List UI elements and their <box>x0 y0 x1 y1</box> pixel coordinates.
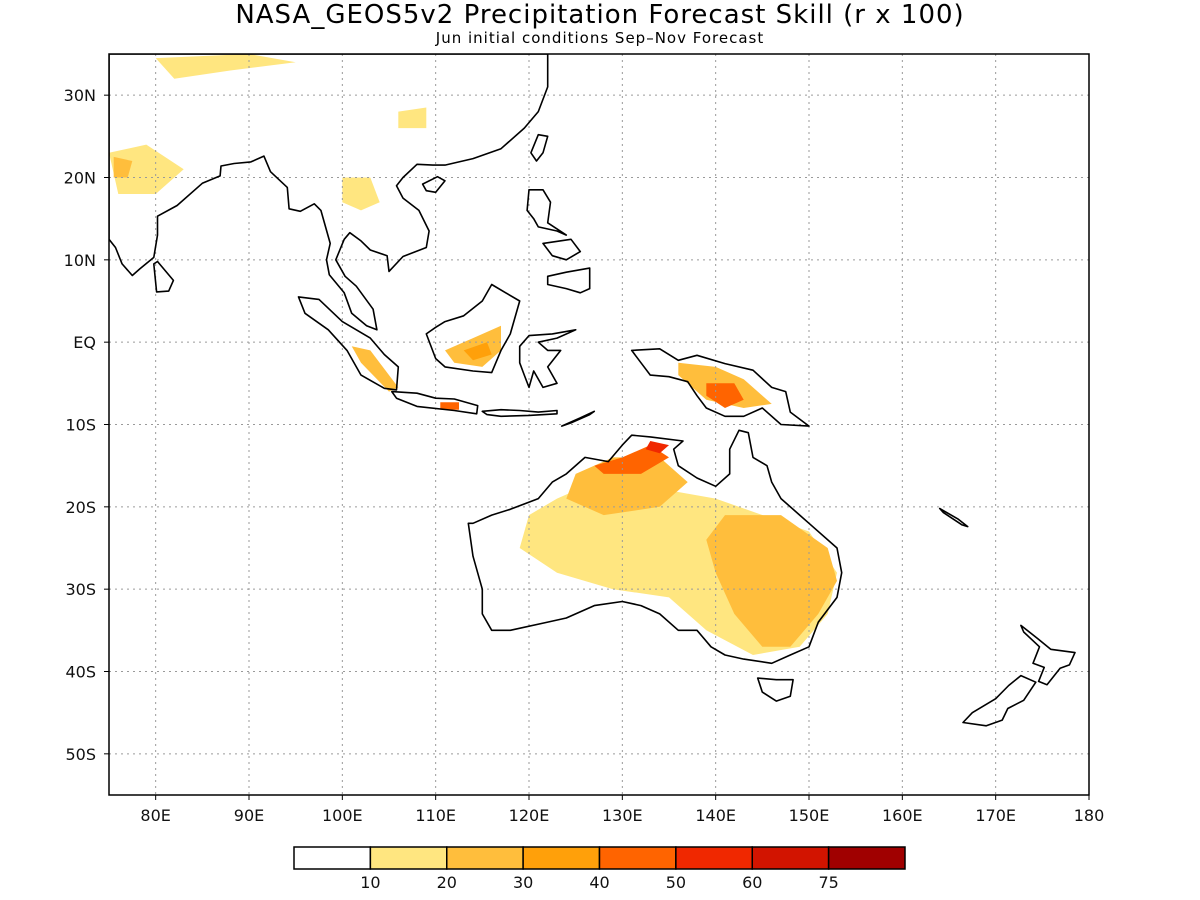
coastline-8 <box>481 408 558 418</box>
x-tick-label: 100E <box>322 806 363 825</box>
colorbar-bin-3 <box>522 846 601 870</box>
coastline-1 <box>756 677 794 702</box>
coastline-15 <box>1020 624 1076 686</box>
colorbar-label: 40 <box>589 873 609 892</box>
x-axis-ticks: 80E 90E 100E 110E 120E 130E 140E 150E 160E 170E 18… <box>140 795 1104 825</box>
coastline-3 <box>425 283 521 374</box>
y-tick-label: 10N <box>64 251 96 270</box>
skill-region-14 <box>155 54 296 79</box>
coastline-14 <box>153 260 175 293</box>
skill-region-1 <box>706 515 837 647</box>
coastline-9 <box>526 189 568 236</box>
skill-region-7 <box>351 346 399 392</box>
colorbar-label: 20 <box>437 873 457 892</box>
colorbar-bin-7 <box>827 846 906 870</box>
coastline-2 <box>630 347 810 427</box>
gridlines <box>109 54 1089 795</box>
skill-region-5 <box>445 325 501 367</box>
coastlines <box>109 54 1076 727</box>
skill-region-6 <box>463 342 492 361</box>
colorbar-bin-4 <box>598 846 677 870</box>
coastline-11 <box>542 238 582 261</box>
y-tick-label: 10S <box>65 416 96 435</box>
y-tick-label: EQ <box>73 333 96 352</box>
x-tick-label: 160E <box>882 806 923 825</box>
skill-region-15 <box>398 107 427 129</box>
coastline-18 <box>109 54 549 331</box>
colorbar-label: 10 <box>360 873 380 892</box>
x-tick-label: 130E <box>602 806 643 825</box>
coastline-13 <box>421 175 446 194</box>
colorbar-label: 50 <box>666 873 686 892</box>
colorbar-bin-5 <box>675 846 753 870</box>
y-axis-ticks: 30N 20N 10N EQ 10S 20S 30S 40S 50S <box>64 86 109 764</box>
colorbar-label: 60 <box>742 873 762 892</box>
colorbar-bin-0 <box>293 846 372 870</box>
skill-region-2 <box>566 457 688 516</box>
skill-field <box>109 54 837 655</box>
x-tick-label: 110E <box>415 806 456 825</box>
chart-title: NASA_GEOS5v2 Precipitation Forecast Skil… <box>235 0 965 30</box>
x-tick-label: 180 <box>1074 806 1105 825</box>
y-tick-label: 40S <box>65 663 96 682</box>
x-tick-label: 150E <box>789 806 830 825</box>
x-tick-label: 170E <box>975 806 1016 825</box>
colorbar: 10 20 30 40 50 60 75 <box>293 846 906 892</box>
coastline-5 <box>390 390 479 415</box>
colorbar-bin-6 <box>751 846 830 870</box>
coastline-6 <box>518 328 577 389</box>
colorbar-bin-2 <box>446 846 524 870</box>
skill-region-10 <box>706 383 744 408</box>
skill-region-8 <box>440 402 459 410</box>
skill-region-3 <box>594 445 669 474</box>
skill-region-13 <box>342 177 380 211</box>
y-tick-label: 50S <box>65 745 96 764</box>
y-tick-label: 20S <box>65 498 96 517</box>
x-tick-label: 80E <box>140 806 170 825</box>
coastline-0 <box>467 429 843 665</box>
coastline-7 <box>560 410 596 427</box>
colorbar-label: 30 <box>513 873 533 892</box>
skill-region-11 <box>109 144 184 194</box>
y-tick-label: 30N <box>64 86 96 105</box>
x-tick-label: 90E <box>234 806 264 825</box>
x-tick-label: 140E <box>695 806 736 825</box>
coastline-10 <box>546 267 591 294</box>
coastline-4 <box>297 296 400 391</box>
y-tick-label: 20N <box>64 169 96 188</box>
x-tick-label: 120E <box>509 806 550 825</box>
y-tick-label: 30S <box>65 580 96 599</box>
chart-subtitle: Jun initial conditions Sep–Nov Forecast <box>435 29 765 47</box>
colorbar-label: 75 <box>818 873 838 892</box>
skill-region-12 <box>113 156 133 178</box>
coastline-12 <box>530 133 549 162</box>
coastline-17 <box>938 507 969 528</box>
skill-region-4 <box>645 441 669 454</box>
plot-frame <box>108 53 1090 796</box>
coastline-16 <box>962 674 1037 727</box>
colorbar-bin-1 <box>369 846 448 870</box>
